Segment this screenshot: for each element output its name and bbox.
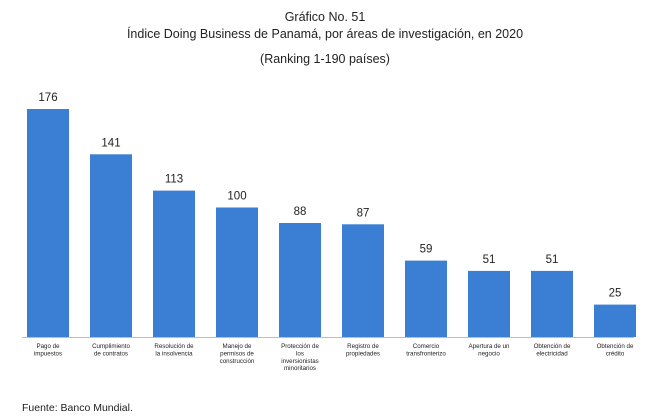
chart-title-line1: Gráfico No. 51	[284, 10, 366, 24]
category-label-4: Protección de los inversionistas minoritari…	[281, 343, 319, 372]
category-label-2: Resolución de la insolvencia	[154, 343, 194, 357]
bar-2	[153, 190, 195, 337]
category-label-5: Registro de propiedades	[346, 343, 380, 357]
chart-subtitle: (Ranking 1-190 países)	[260, 52, 390, 66]
category-label-7: Apertura de un negocio	[469, 343, 510, 357]
bar-8	[531, 270, 573, 337]
chart-title-line2: Índice Doing Business de Panamá, por áre…	[126, 27, 524, 41]
source-note: Fuente: Banco Mundial.	[22, 402, 133, 414]
category-label-3: Manejo de permisos de construcción	[220, 343, 255, 365]
bar-1	[90, 154, 132, 337]
value-label-5: 87	[357, 207, 370, 219]
bar-3	[216, 207, 258, 337]
value-label-0: 176	[38, 92, 57, 104]
category-label-6: Comercio transfronterizo	[406, 343, 446, 357]
bar-7	[468, 270, 510, 337]
bar-4	[279, 223, 321, 337]
category-label-8: Obtención de electricidad	[534, 343, 571, 357]
value-label-4: 88	[294, 206, 307, 218]
value-label-8: 51	[546, 254, 559, 266]
value-label-7: 51	[483, 254, 496, 266]
category-label-1: Cumplimiento de contratos	[92, 343, 130, 357]
bar-chart: 176 Pago de impuestos 141 Cumplimiento de con…	[22, 92, 636, 372]
value-label-1: 141	[101, 137, 120, 149]
bar-9	[594, 304, 636, 337]
category-label-9: Obtención de crédito	[597, 343, 634, 357]
value-label-9: 25	[609, 288, 622, 300]
value-label-6: 59	[420, 244, 433, 256]
bar-0	[27, 109, 69, 337]
value-label-2: 113	[165, 174, 183, 186]
bar-5	[342, 224, 384, 337]
bar-6	[405, 260, 447, 337]
value-label-3: 100	[227, 191, 246, 203]
category-label-0: Pago de impuestos	[34, 343, 62, 357]
